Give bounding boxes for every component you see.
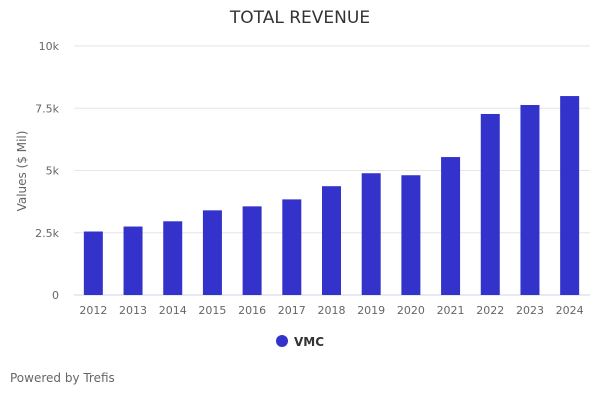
x-tick-label: 2014: [159, 304, 187, 317]
x-tick-label: 2024: [556, 304, 584, 317]
bar-2023: [520, 105, 540, 295]
bar-2017: [282, 199, 302, 295]
powered-by-credit[interactable]: Powered by Trefis: [10, 371, 115, 385]
x-tick-label: 2015: [198, 304, 226, 317]
x-tick-label: 2022: [476, 304, 504, 317]
x-tick-label: 2013: [119, 304, 147, 317]
legend[interactable]: VMC: [0, 335, 600, 349]
bar-2015: [202, 210, 222, 295]
x-tick-label: 2021: [437, 304, 465, 317]
bar-2019: [361, 173, 381, 295]
x-tick-label: 2017: [278, 304, 306, 317]
y-tick-label: 10k: [39, 40, 60, 53]
x-tick-label: 2016: [238, 304, 266, 317]
bar-2024: [560, 96, 580, 295]
x-tick-label: 2019: [357, 304, 385, 317]
x-tick-label: 2023: [516, 304, 544, 317]
bar-2018: [322, 186, 341, 295]
y-axis-label: Values ($ Mil): [15, 131, 29, 212]
bar-2020: [401, 175, 421, 295]
bar-2022: [480, 113, 500, 296]
bar-2016: [242, 206, 262, 295]
bar-2012: [83, 231, 103, 295]
y-tick-label: 5k: [46, 165, 60, 178]
bar-2021: [441, 157, 461, 295]
y-tick-label: 0: [52, 289, 59, 302]
chart-title: TOTAL REVENUE: [229, 8, 371, 28]
x-tick-label: 2012: [79, 304, 107, 317]
bar-2013: [123, 226, 143, 295]
legend-label-vmc: VMC: [293, 335, 325, 349]
x-tick-label: 2018: [318, 304, 346, 317]
y-tick-label: 7.5k: [35, 102, 59, 115]
y-tick-label: 2.5k: [35, 227, 59, 240]
legend-marker-vmc: [275, 335, 288, 347]
x-tick-label: 2020: [397, 304, 425, 317]
bar-2014: [163, 221, 183, 295]
